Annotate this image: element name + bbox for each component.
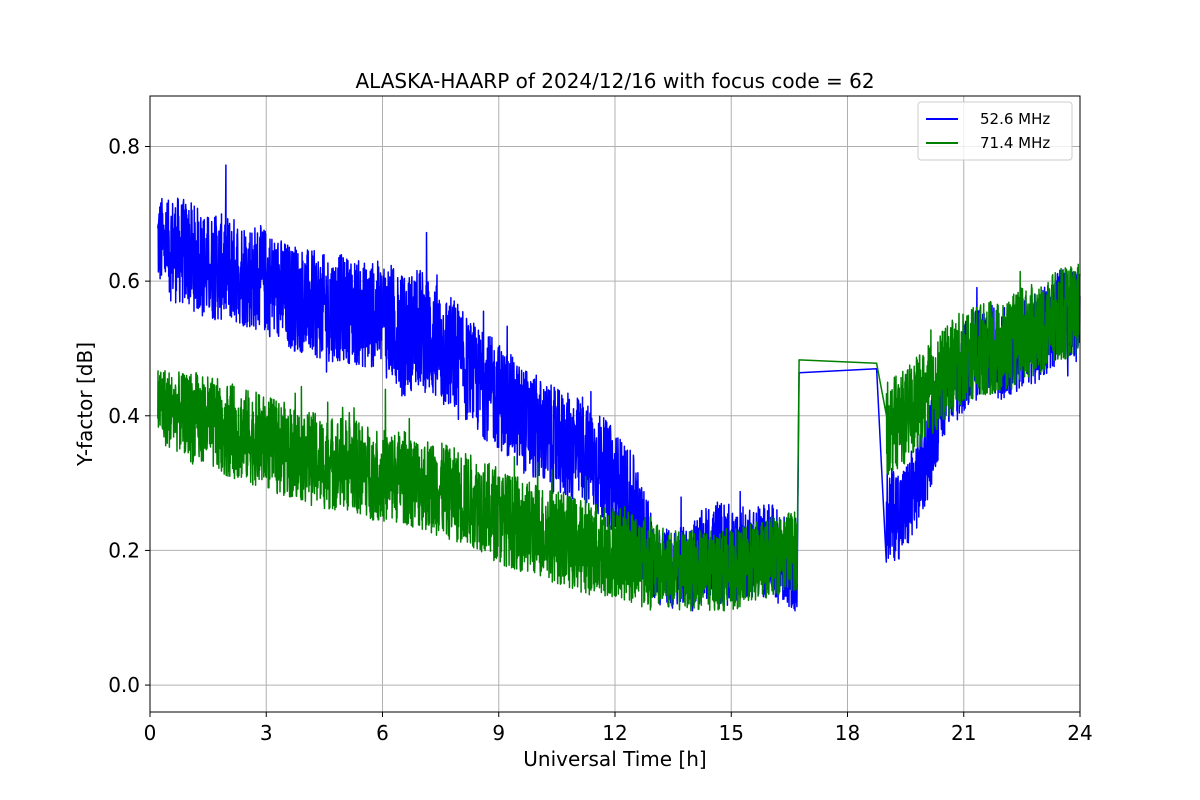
x-tick-label: 3: [260, 721, 273, 745]
y-tick-label: 0.0: [108, 673, 140, 697]
legend: 52.6 MHz 71.4 MHz: [917, 101, 1073, 161]
x-tick-label: 18: [835, 721, 860, 745]
legend-label: 71.4 MHz: [980, 134, 1050, 152]
series-line-2: [157, 263, 1081, 612]
x-tick-label: 0: [144, 721, 157, 745]
x-axis-label: Universal Time [h]: [523, 747, 706, 771]
axis-ticks: 0 3 6 9 12 15 18 21 24 0.0 0.2 0.4 0.6 0.8: [108, 134, 1093, 745]
x-tick-label: 9: [492, 721, 505, 745]
x-tick-label: 21: [951, 721, 976, 745]
series-lines: [157, 164, 1081, 612]
y-tick-label: 0.8: [108, 134, 140, 158]
x-tick-label: 12: [602, 721, 627, 745]
chart-title: ALASKA-HAARP of 2024/12/16 with focus co…: [355, 69, 874, 93]
legend-box: [917, 101, 1073, 161]
y-tick-label: 0.6: [108, 269, 140, 293]
x-tick-label: 24: [1067, 721, 1092, 745]
y-axis-label: Y-factor [dB]: [73, 342, 97, 467]
y-tick-label: 0.4: [108, 404, 140, 428]
legend-label: 52.6 MHz: [980, 110, 1050, 128]
x-tick-label: 15: [719, 721, 744, 745]
y-tick-label: 0.2: [108, 538, 140, 562]
x-tick-label: 6: [376, 721, 389, 745]
